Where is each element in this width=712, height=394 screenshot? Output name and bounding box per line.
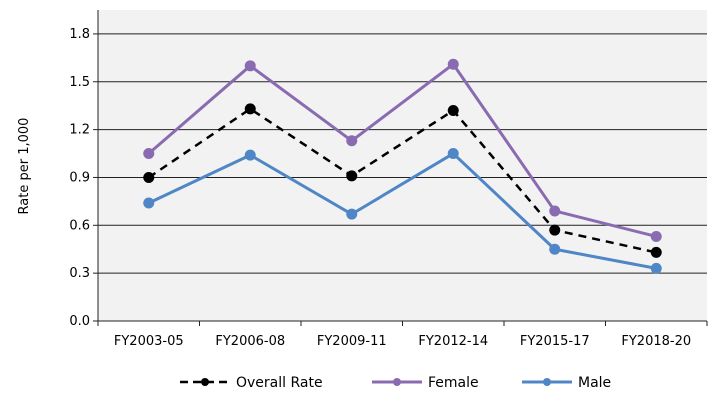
data-point <box>650 246 662 258</box>
series-overall-rate <box>143 103 662 258</box>
x-tick-label: FY2006-08 <box>215 334 285 349</box>
series-line <box>147 62 657 238</box>
data-point <box>447 58 459 70</box>
data-point <box>143 148 155 160</box>
legend-label: Female <box>428 375 479 391</box>
y-tick-label: 0.6 <box>69 218 90 233</box>
legend-swatch-marker <box>393 378 401 386</box>
legend-swatch-marker <box>543 378 551 386</box>
legend-item-female: Female <box>372 375 479 391</box>
legend-label: Overall Rate <box>236 375 323 391</box>
x-tick-label: FY2003-05 <box>114 334 184 349</box>
y-tick-labels: 0.0 0.3 0.6 0.9 1.2 1.5 1.8 <box>69 27 90 329</box>
plot-area <box>98 10 707 321</box>
x-tick-label: FY2009-11 <box>317 334 387 349</box>
data-point <box>244 149 256 161</box>
x-tick-label: FY2012-14 <box>418 334 488 349</box>
data-point <box>549 205 561 217</box>
series-group <box>143 58 662 274</box>
data-point <box>143 171 155 183</box>
data-point <box>346 208 358 220</box>
data-point <box>143 197 155 209</box>
x-tick-labels: FY2003-05 FY2006-08 FY2009-11 FY2012-14 FY20… <box>114 334 691 349</box>
data-point <box>549 243 561 255</box>
series-female <box>143 58 662 242</box>
y-tick-label: 0.3 <box>69 266 90 281</box>
y-tick-label: 1.5 <box>69 75 90 90</box>
y-tick-label: 0.9 <box>69 170 90 185</box>
x-tick-label: FY2015-17 <box>520 334 590 349</box>
series-line <box>148 152 657 270</box>
series-line <box>148 107 657 254</box>
data-point <box>346 170 358 182</box>
data-point <box>650 230 662 242</box>
y-tick-label: 1.8 <box>69 27 90 42</box>
x-tick-label: FY2018-20 <box>621 334 691 349</box>
legend-item-male: Male <box>522 375 611 391</box>
series-male <box>143 148 662 274</box>
legend-label: Male <box>578 375 611 391</box>
y-tick-label: 0.0 <box>69 314 90 329</box>
data-point <box>244 103 256 115</box>
data-point <box>549 224 561 236</box>
data-point <box>650 262 662 274</box>
data-point <box>346 135 358 147</box>
y-axis-title: Rate per 1,000 <box>17 118 32 215</box>
data-point <box>244 60 256 72</box>
data-point <box>447 104 459 116</box>
y-tick-label: 1.2 <box>69 123 90 138</box>
legend-swatch-marker <box>201 378 209 386</box>
legend: Overall Rate Female Male <box>180 375 611 391</box>
data-point <box>447 148 459 160</box>
legend-item-overall-rate: Overall Rate <box>180 375 323 391</box>
axes <box>97 10 708 326</box>
